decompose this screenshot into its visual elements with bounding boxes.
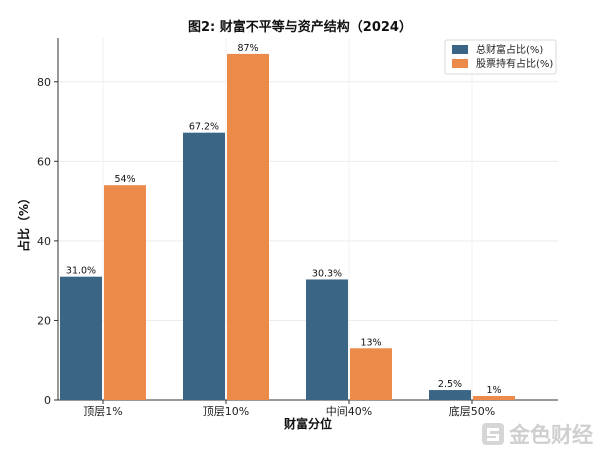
y-tick-label: 80: [37, 76, 51, 89]
y-axis-label: 占比（%）: [16, 192, 31, 252]
bar: [104, 185, 146, 400]
bar-value-label: 30.3%: [312, 268, 342, 279]
bar: [306, 279, 348, 400]
data-labels: 31.0% 54% 67.2% 87% 30.3% 13% 2.5% 1%: [66, 43, 502, 396]
y-tick-label: 40: [37, 235, 51, 248]
x-axis-label: 财富分位: [283, 416, 332, 431]
bar-value-label: 54%: [114, 174, 135, 185]
x-tick-label: 中间40%: [326, 405, 372, 418]
chart-title: 图2: 财富不平等与资产结构（2024）: [188, 19, 412, 35]
watermark-logo-mark: [487, 428, 499, 441]
x-tick-label: 顶层1%: [83, 405, 122, 418]
watermark: 金色财经: [482, 423, 593, 447]
legend-label-wealth: 总财富占比(%): [476, 43, 543, 56]
legend-label-stock: 股票持有占比(%): [476, 57, 553, 70]
bar: [473, 396, 515, 400]
bar-value-label: 13%: [360, 337, 381, 348]
bar-value-label: 31.0%: [66, 266, 96, 277]
y-tick-label: 60: [37, 155, 51, 168]
legend-box: [444, 39, 557, 75]
bar-value-label: 87%: [237, 43, 258, 54]
bar: [429, 390, 471, 400]
y-tick-label: 20: [37, 314, 51, 327]
y-ticks: 0 20 40 60 80: [37, 76, 58, 407]
x-tick-label: 顶层10%: [203, 405, 249, 418]
bar: [60, 276, 102, 400]
bar: [350, 348, 392, 400]
bars: [60, 53, 515, 401]
legend-swatch-stock: [452, 59, 468, 68]
x-tick-label: 底层50%: [449, 404, 495, 418]
bar-value-label: 2.5%: [438, 379, 462, 390]
legend-swatch-wealth: [452, 45, 468, 54]
watermark-text: 金色财经: [508, 423, 593, 447]
bar: [183, 132, 225, 400]
bar: [227, 53, 269, 401]
bar-value-label: 67.2%: [189, 122, 219, 133]
y-tick-label: 0: [44, 394, 51, 407]
bar-value-label: 1%: [486, 385, 501, 396]
x-ticks: 顶层1% 顶层10% 中间40% 底层50%: [83, 400, 495, 418]
legend: 总财富占比(%) 股票持有占比(%): [444, 39, 557, 75]
